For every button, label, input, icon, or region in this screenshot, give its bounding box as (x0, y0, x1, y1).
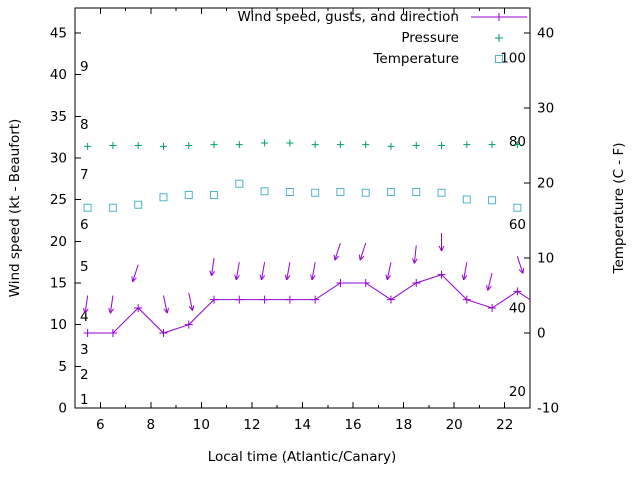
x-axis-label: Local time (Atlantic/Canary) (207, 449, 397, 465)
svg-text:1: 1 (80, 392, 89, 408)
svg-text:5: 5 (80, 259, 89, 275)
legend-item-wind: Wind speed, gusts, and direction (75, 6, 530, 27)
svg-text:2: 2 (80, 367, 89, 383)
legend: Wind speed, gusts, and direction Pressur… (75, 6, 530, 69)
svg-text:5: 5 (58, 359, 67, 375)
svg-text:15: 15 (50, 276, 67, 292)
svg-text:20: 20 (537, 176, 554, 192)
svg-text:4: 4 (80, 309, 89, 325)
svg-text:0: 0 (58, 401, 67, 417)
svg-text:9: 9 (80, 59, 89, 75)
svg-text:0: 0 (537, 326, 546, 342)
svg-text:22: 22 (496, 417, 513, 433)
wind-speed-line (87, 274, 530, 334)
wind-line-plus-icon (468, 10, 530, 24)
svg-text:60: 60 (509, 217, 526, 233)
svg-text:16: 16 (344, 417, 361, 433)
legend-label-pressure: Pressure (401, 29, 459, 46)
svg-text:-10: -10 (537, 401, 559, 417)
series-layer (82, 139, 530, 337)
legend-item-pressure: Pressure (75, 27, 530, 48)
svg-text:6: 6 (80, 217, 89, 233)
pressure-plus-icon (468, 31, 530, 45)
svg-text:30: 30 (537, 101, 554, 117)
y-axis-label-left: Wind speed (kt - Beaufort) (7, 118, 23, 298)
svg-text:35: 35 (50, 109, 67, 125)
temperature-square-icon (468, 52, 530, 66)
svg-text:7: 7 (80, 167, 89, 183)
svg-text:40: 40 (537, 26, 554, 42)
svg-text:40: 40 (50, 67, 67, 83)
svg-text:8: 8 (80, 117, 89, 133)
legend-label-temperature: Temperature (373, 50, 459, 67)
svg-text:20: 20 (446, 417, 463, 433)
svg-text:10: 10 (50, 317, 67, 333)
svg-text:20: 20 (50, 234, 67, 250)
svg-text:14: 14 (294, 417, 311, 433)
svg-text:100: 100 (500, 51, 526, 67)
svg-text:3: 3 (80, 342, 89, 358)
legend-label-wind: Wind speed, gusts, and direction (237, 8, 459, 25)
svg-text:45: 45 (50, 26, 67, 42)
svg-text:10: 10 (537, 251, 554, 267)
svg-text:20: 20 (509, 384, 526, 400)
svg-text:10: 10 (193, 417, 210, 433)
svg-text:25: 25 (50, 192, 67, 208)
svg-text:30: 30 (50, 151, 67, 167)
svg-text:8: 8 (147, 417, 156, 433)
svg-text:18: 18 (395, 417, 412, 433)
legend-item-temperature: Temperature (75, 48, 530, 69)
y-axis-label-right: Temperature (C - F) (611, 142, 627, 274)
svg-text:6: 6 (96, 417, 105, 433)
svg-text:40: 40 (509, 301, 526, 317)
svg-text:12: 12 (243, 417, 260, 433)
